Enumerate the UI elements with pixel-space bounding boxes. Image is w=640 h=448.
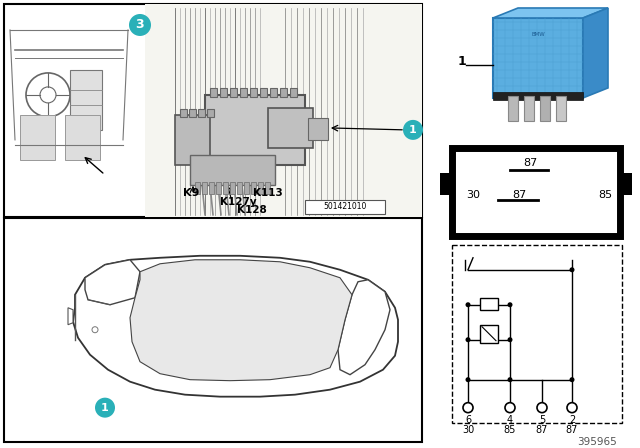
Polygon shape [85, 260, 140, 305]
Bar [220, 88, 227, 97]
Polygon shape [583, 8, 608, 98]
Polygon shape [493, 8, 608, 18]
Circle shape [403, 120, 423, 140]
Bar [290, 88, 297, 97]
Text: 1: 1 [409, 125, 417, 135]
Polygon shape [130, 260, 352, 381]
Text: 395965: 395965 [577, 437, 617, 447]
Circle shape [508, 377, 513, 382]
Text: 85: 85 [504, 425, 516, 435]
Circle shape [465, 377, 470, 382]
Circle shape [95, 398, 115, 418]
Bar [260, 88, 267, 97]
Bar [620, 173, 632, 195]
Polygon shape [338, 280, 390, 375]
Circle shape [567, 403, 577, 413]
Circle shape [508, 337, 513, 342]
Bar [230, 182, 235, 194]
Text: 85: 85 [598, 190, 612, 200]
Text: 30: 30 [466, 190, 480, 200]
Text: K127y: K127y [220, 197, 257, 207]
Polygon shape [73, 256, 398, 396]
Text: 87: 87 [566, 425, 578, 435]
Bar [209, 182, 214, 194]
Bar [508, 96, 518, 121]
Circle shape [465, 302, 470, 307]
Text: K128: K128 [237, 205, 267, 215]
Text: 87: 87 [536, 425, 548, 435]
Bar [198, 109, 205, 117]
Bar [305, 200, 385, 214]
Bar [207, 109, 214, 117]
Bar [308, 118, 328, 140]
Text: 87: 87 [512, 190, 526, 200]
Bar [190, 155, 275, 185]
Text: BMW: BMW [531, 32, 545, 38]
Polygon shape [68, 308, 73, 325]
Bar [268, 108, 313, 148]
Bar [480, 325, 498, 343]
Bar [4, 218, 422, 442]
Circle shape [570, 267, 575, 272]
Text: 4: 4 [507, 415, 513, 425]
Bar [175, 115, 210, 165]
Bar [223, 182, 228, 194]
Circle shape [508, 302, 513, 307]
Bar [250, 88, 257, 97]
Bar [280, 88, 287, 97]
Text: 3: 3 [136, 18, 144, 31]
Bar [493, 18, 583, 98]
Text: 30: 30 [462, 425, 474, 435]
Text: 87: 87 [523, 158, 537, 168]
Circle shape [570, 377, 575, 382]
Bar [20, 115, 55, 160]
Bar [258, 182, 263, 194]
Circle shape [463, 403, 473, 413]
Bar [493, 92, 583, 100]
Bar [210, 88, 217, 97]
Text: 1: 1 [458, 55, 467, 68]
Bar [452, 245, 622, 422]
Bar [265, 182, 270, 194]
Bar [251, 182, 256, 194]
Text: 6: 6 [465, 415, 471, 425]
Bar [240, 88, 247, 97]
Circle shape [537, 403, 547, 413]
Bar [4, 4, 422, 217]
Bar [524, 96, 534, 121]
Bar [65, 115, 100, 160]
Bar [216, 182, 221, 194]
Bar [540, 96, 550, 121]
Bar [480, 298, 498, 310]
Text: 5: 5 [539, 415, 545, 425]
Bar [189, 109, 196, 117]
Bar [556, 96, 566, 121]
Circle shape [92, 327, 98, 333]
Text: 501421010: 501421010 [323, 202, 367, 211]
Bar [180, 109, 187, 117]
Bar [70, 70, 102, 130]
Bar [244, 182, 249, 194]
Bar [452, 148, 620, 236]
Circle shape [505, 403, 515, 413]
Bar [440, 173, 452, 195]
Text: 2: 2 [569, 415, 575, 425]
Text: K9: K9 [183, 188, 200, 198]
Circle shape [465, 337, 470, 342]
Bar [202, 182, 207, 194]
Bar [237, 182, 242, 194]
Bar [230, 88, 237, 97]
Bar [270, 88, 277, 97]
Circle shape [129, 14, 151, 36]
Text: K113: K113 [253, 188, 283, 198]
Bar [205, 95, 305, 165]
Bar [145, 4, 422, 217]
Text: 1: 1 [101, 403, 109, 413]
Bar [195, 182, 200, 194]
